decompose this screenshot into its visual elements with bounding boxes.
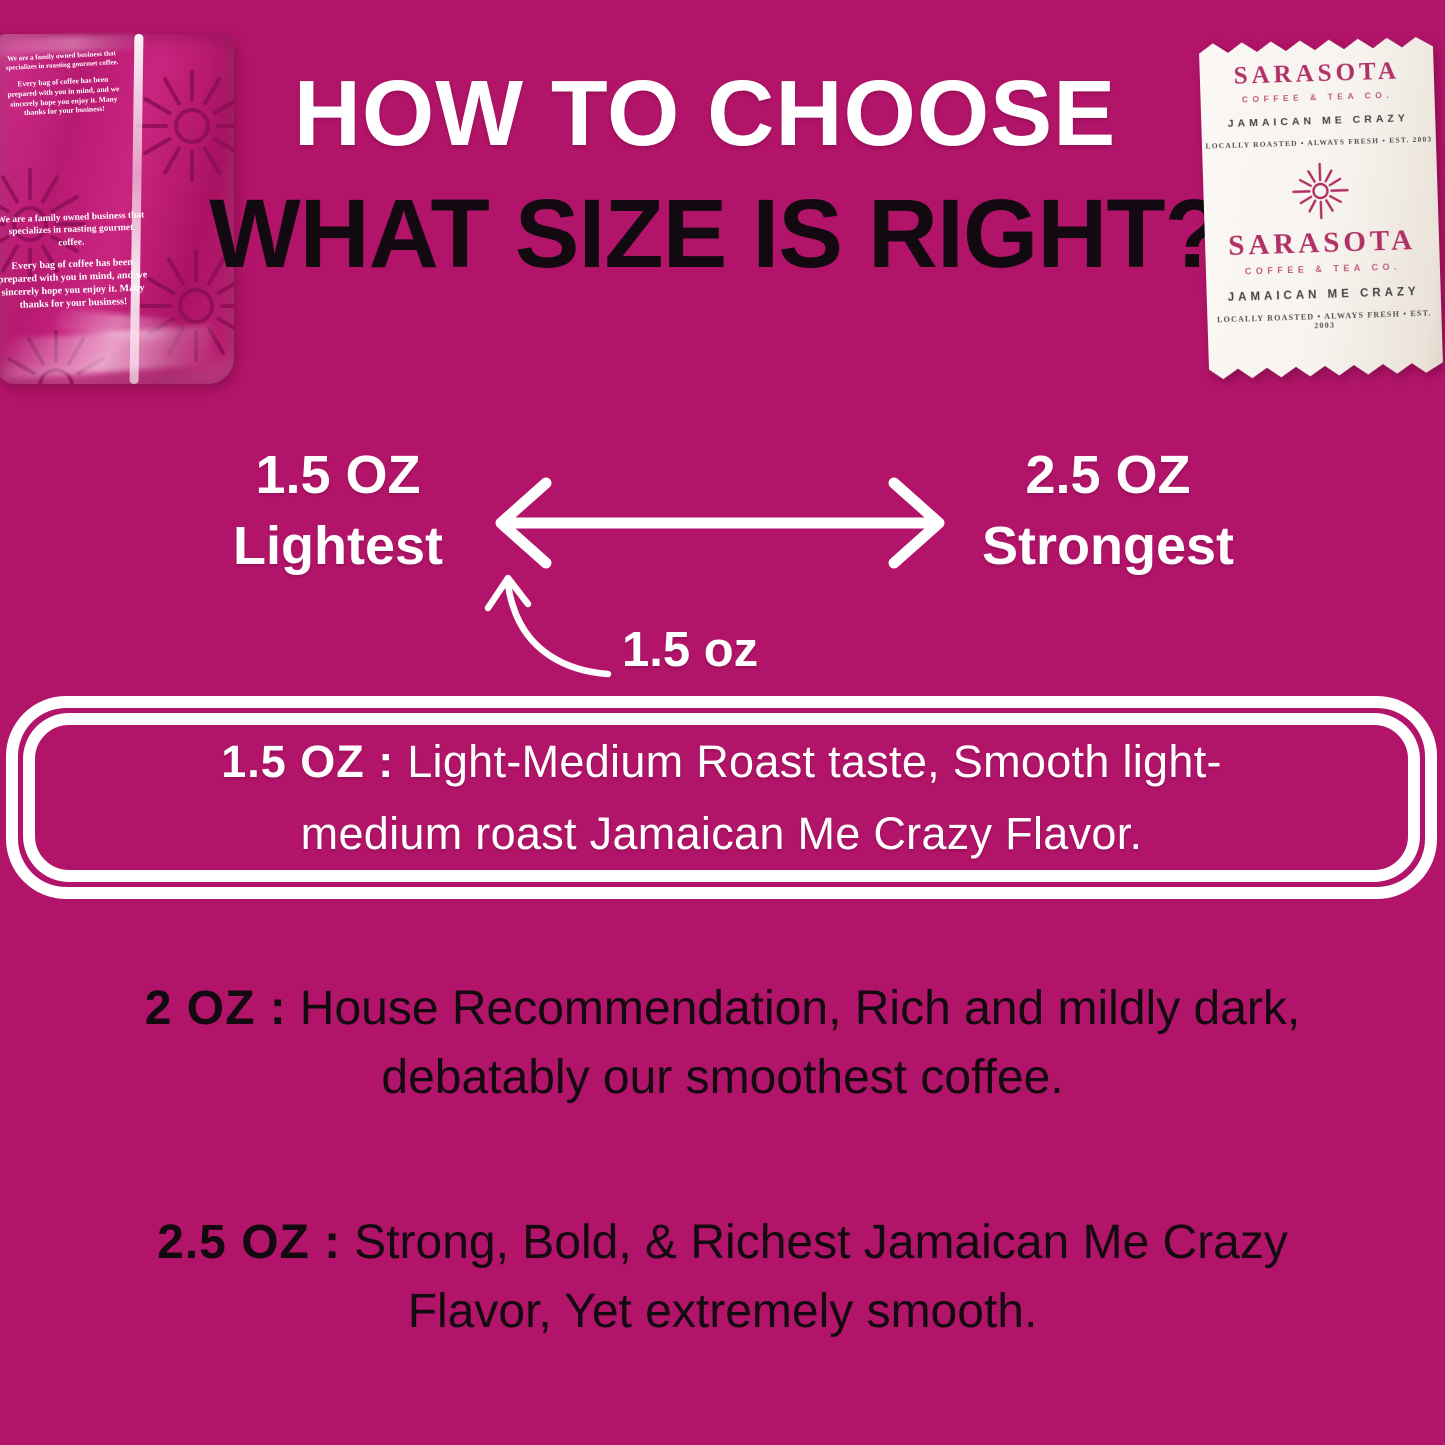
- title-line2: WHAT SIZE IS RIGHT?: [209, 179, 1224, 288]
- packet-brand-name: SARASOTA: [1233, 57, 1401, 90]
- callout-line2: medium roast Jamaican Me Crazy Flavor.: [300, 807, 1143, 859]
- size-prefix: 2 OZ :: [144, 982, 287, 1035]
- callout-inner-border: 1.5 OZ : Light-Medium Roast taste, Smooth…: [23, 713, 1420, 882]
- desc-line1: 2.5 OZ : Strong, Bold, & Richest Jamaican…: [55, 1208, 1390, 1277]
- right-product-photo-white-packet: SARASOTA COFFEE & TEA CO. JAMAICAN ME CR…: [1199, 36, 1443, 379]
- callout-line1: 1.5 OZ : Light-Medium Roast taste, Smooth…: [221, 726, 1222, 798]
- size-prefix: 1.5 OZ :: [221, 735, 395, 787]
- packet-flavor-name: JAMAICAN ME CRAZY: [1227, 112, 1409, 130]
- desc-line1: 2 OZ : House Recommendation, Rich and mil…: [55, 974, 1390, 1043]
- size-prefix: 2.5 OZ :: [157, 1216, 342, 1269]
- packet-tagline: LOCALLY ROASTED • ALWAYS FRESH • EST. 20…: [1205, 134, 1433, 151]
- size-description-2-5oz: 2.5 OZ : Strong, Bold, & Richest Jamaican…: [0, 1208, 1445, 1346]
- callout-text: 1.5 OZ : Light-Medium Roast taste, Smooth…: [35, 725, 1408, 870]
- size-callout-box-1-5oz: 1.5 OZ : Light-Medium Roast taste, Smooth…: [6, 696, 1437, 899]
- packet-company-line: COFFEE & TEA CO.: [1244, 261, 1402, 277]
- packet-brand-name: SARASOTA: [1227, 224, 1417, 262]
- packet-sunburst-icon: [1292, 162, 1349, 220]
- curved-pointer-arrow: [484, 574, 612, 678]
- size-description: Strong, Bold, & Richest Jamaican Me Craz…: [354, 1216, 1288, 1269]
- desc-line2: Flavor, Yet extremely smooth.: [407, 1285, 1038, 1338]
- scale-lightest-column: 1.5 OZ Lightest: [188, 442, 488, 579]
- desc-line2: debatably our smoothest coffee.: [381, 1051, 1064, 1104]
- scale-right-size: 2.5 OZ: [1025, 445, 1191, 505]
- pointer-size-label: 1.5 oz: [622, 623, 759, 677]
- packet-flavor-name: JAMAICAN ME CRAZY: [1227, 285, 1420, 304]
- title-line1: HOW TO CHOOSE: [293, 61, 1117, 165]
- packet-label: SARASOTA COFFEE & TEA CO. JAMAICAN ME CR…: [1199, 36, 1443, 379]
- scale-strongest-column: 2.5 OZ Strongest: [958, 442, 1258, 579]
- left-product-photo-pink-bag: We are a family owned business that spec…: [0, 33, 234, 385]
- size-description-2oz: 2 OZ : House Recommendation, Rich and mil…: [0, 974, 1445, 1112]
- packet-company-line: COFFEE & TEA CO.: [1241, 89, 1394, 105]
- scale-left-size: 1.5 OZ: [255, 445, 421, 505]
- scale-right-label: Strongest: [981, 516, 1235, 576]
- size-description: Light-Medium Roast taste, Smooth light-: [407, 735, 1222, 787]
- double-arrow: [495, 477, 945, 569]
- size-description: House Recommendation, Rich and mildly da…: [299, 982, 1301, 1035]
- packet-tagline: LOCALLY ROASTED • ALWAYS FRESH • EST. 20…: [1216, 308, 1432, 331]
- scale-left-label: Lightest: [233, 516, 443, 576]
